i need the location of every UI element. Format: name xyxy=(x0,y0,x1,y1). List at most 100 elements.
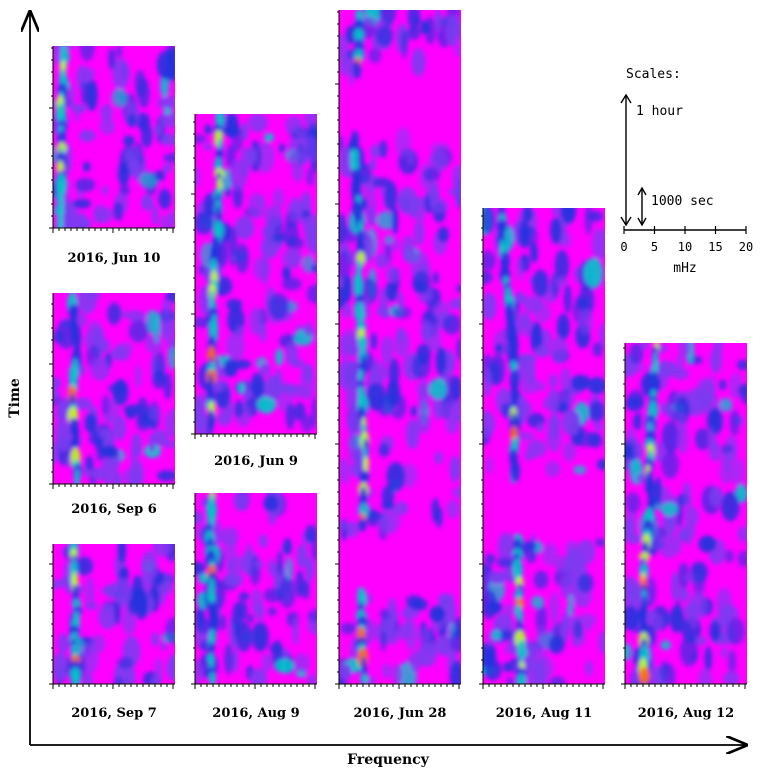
power-blob xyxy=(238,592,250,601)
power-blob xyxy=(217,412,232,426)
power-blob xyxy=(428,378,448,400)
power-blob xyxy=(625,492,641,514)
spectrogram-panel: 2016, Aug 12 xyxy=(621,343,747,721)
power-blob xyxy=(339,250,352,279)
power-blob xyxy=(491,629,502,641)
power-blob xyxy=(53,376,62,391)
power-blob xyxy=(253,256,271,281)
panel-axes xyxy=(49,46,175,233)
power-blob xyxy=(66,83,76,109)
power-blob xyxy=(369,362,389,383)
power-blob xyxy=(114,597,121,626)
power-blobs xyxy=(195,114,317,434)
power-blob xyxy=(401,30,408,59)
power-blob xyxy=(588,400,605,422)
power-blob xyxy=(303,580,310,600)
power-blob xyxy=(151,206,159,226)
power-blob xyxy=(272,232,286,243)
power-blob xyxy=(554,556,574,574)
power-blob xyxy=(248,192,267,220)
power-blob xyxy=(432,301,451,320)
power-blob xyxy=(573,465,587,475)
power-blob xyxy=(445,411,459,434)
power-blob xyxy=(484,659,502,681)
power-blob xyxy=(116,342,134,353)
power-blob xyxy=(732,458,744,486)
power-blob xyxy=(195,561,206,576)
power-blob xyxy=(565,540,580,557)
power-blob xyxy=(83,293,102,301)
power-blob xyxy=(674,599,682,628)
power-blob xyxy=(488,553,496,564)
power-blob xyxy=(390,664,404,684)
power-blob xyxy=(53,652,68,682)
scale-hour-arrow-bottom xyxy=(620,216,632,227)
power-blob xyxy=(304,222,317,250)
power-blob xyxy=(577,573,594,593)
power-blob xyxy=(101,445,118,459)
power-blob xyxy=(131,445,138,469)
panel-axes xyxy=(49,293,175,489)
power-blob xyxy=(708,441,721,462)
power-blob xyxy=(267,607,277,616)
power-blob xyxy=(736,359,747,371)
power-blob xyxy=(550,217,562,244)
power-blob xyxy=(384,235,394,244)
power-blob xyxy=(405,594,423,608)
power-blob xyxy=(521,225,538,248)
power-blob xyxy=(490,353,505,386)
power-blob xyxy=(86,79,98,111)
power-blob xyxy=(417,627,432,643)
power-blob xyxy=(556,313,570,340)
power-blob xyxy=(407,148,415,165)
scale-hour-arrow-top xyxy=(620,93,632,104)
power-blob xyxy=(709,620,721,642)
power-blob xyxy=(483,208,495,234)
power-blob xyxy=(299,374,316,400)
ridge-blob xyxy=(358,518,367,532)
power-blob xyxy=(296,543,308,569)
scale-hour-label: 1 hour xyxy=(636,104,683,119)
power-blob xyxy=(304,322,313,337)
panel-date-label: 2016, Aug 11 xyxy=(496,706,592,721)
power-blob xyxy=(698,668,713,684)
power-blob xyxy=(587,432,603,448)
power-blob xyxy=(232,643,240,674)
power-blob xyxy=(560,208,577,224)
power-blob xyxy=(449,660,461,684)
power-blob xyxy=(268,558,275,576)
power-blob xyxy=(445,14,461,47)
power-blob xyxy=(84,413,97,433)
power-blob xyxy=(195,166,201,188)
power-blob xyxy=(112,577,132,606)
power-blob xyxy=(548,373,558,389)
ridge-blob xyxy=(207,416,214,434)
scale-freq-tick-label: 20 xyxy=(739,240,753,254)
power-blob xyxy=(625,533,642,544)
power-blob xyxy=(310,263,317,273)
power-blob xyxy=(365,206,377,226)
power-blob xyxy=(411,48,426,77)
power-blob xyxy=(651,525,662,551)
power-blob xyxy=(599,322,605,349)
power-blob xyxy=(434,10,442,32)
power-blob xyxy=(99,118,116,135)
power-blob xyxy=(165,293,175,303)
power-blob xyxy=(79,129,96,142)
power-blob xyxy=(265,205,283,230)
power-blob xyxy=(248,114,268,133)
power-blob xyxy=(694,636,707,646)
power-blob xyxy=(396,327,406,343)
power-blob xyxy=(235,325,245,338)
power-blob xyxy=(157,309,175,339)
power-blob xyxy=(294,402,306,421)
power-blob xyxy=(578,308,593,335)
power-blob xyxy=(737,550,747,567)
power-blob xyxy=(98,603,118,630)
scale-title: Scales: xyxy=(626,67,681,82)
power-blob xyxy=(342,274,352,303)
power-blob xyxy=(379,140,388,159)
power-blob xyxy=(224,187,232,198)
power-blob xyxy=(720,448,734,469)
power-blob xyxy=(80,642,99,675)
